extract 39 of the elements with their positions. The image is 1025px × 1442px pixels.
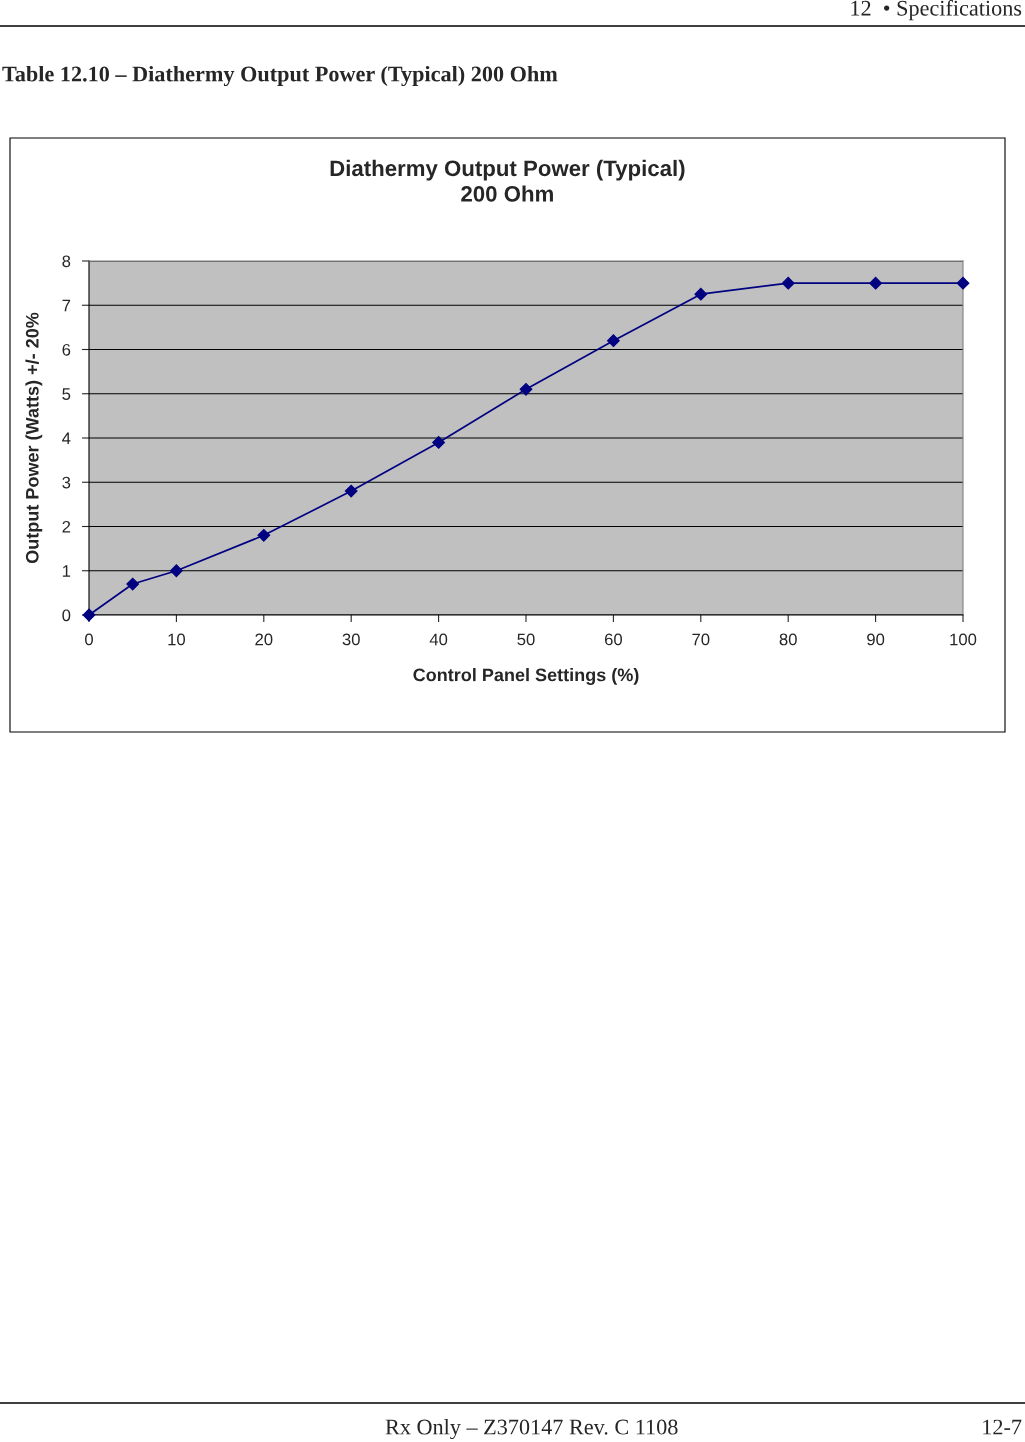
y-tick-label: 3 (62, 476, 71, 489)
point (432, 436, 446, 449)
x-tick-label: 60 (604, 633, 623, 646)
chart-title: Diathermy Output Power (Typical) 200 Ohm (330, 159, 685, 202)
point (606, 334, 620, 348)
x-tick-label: 30 (342, 633, 360, 646)
y-tick-label: 7 (62, 299, 71, 312)
point (257, 528, 271, 542)
x-tick-label: 10 (168, 633, 186, 646)
point (82, 608, 96, 622)
x-tick-label: 20 (255, 633, 273, 646)
x-axis-title: Control Panel Settings (%) (413, 668, 639, 685)
x-tick-label: 70 (692, 633, 710, 646)
point (519, 382, 533, 396)
point (126, 577, 140, 591)
x-tick-label: 90 (867, 633, 885, 646)
text: 12 • Specifications (851, 0, 1022, 21)
text: Rx Only – Z370147 Rev. C 1108 (385, 1418, 678, 1440)
text: 12-7 (983, 1419, 1022, 1435)
x-tick-label: 50 (517, 633, 535, 646)
point (694, 287, 708, 301)
point (956, 276, 970, 290)
x-tick-label: 40 (429, 633, 448, 646)
y-tick-label: 4 (62, 432, 71, 445)
y-tick-label: 0 (62, 609, 71, 622)
x-tick-label: 0 (85, 633, 93, 646)
y-axis-title: Output Power (Watts) +/- 20% (25, 312, 43, 564)
x-tick-label: 100 (950, 633, 977, 646)
y-tick-label: 1 (62, 565, 71, 577)
point (781, 276, 795, 290)
y-tick-label: 6 (62, 343, 71, 356)
y-tick-label: 8 (62, 255, 71, 268)
point (869, 276, 883, 290)
y-tick-label: 5 (62, 388, 71, 400)
point (344, 484, 358, 498)
y-tick-label: 2 (62, 520, 71, 533)
point (169, 564, 183, 578)
chart-subtitle: Table 12.10 – Diathermy Output Power (Typical) 200 Ohm (2, 65, 558, 87)
x-tick-label: 80 (779, 633, 797, 646)
